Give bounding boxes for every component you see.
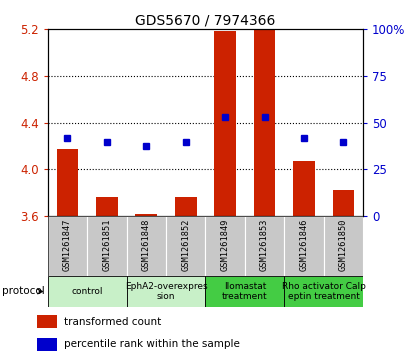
Bar — [293, 161, 315, 216]
Bar — [37, 338, 57, 351]
Text: GSM1261853: GSM1261853 — [260, 219, 269, 271]
Text: GSM1261846: GSM1261846 — [300, 219, 308, 271]
Bar — [254, 28, 276, 216]
Text: EphA2-overexpres
sion: EphA2-overexpres sion — [124, 282, 208, 301]
Bar — [48, 276, 127, 307]
Text: Rho activator Calp
eptin treatment: Rho activator Calp eptin treatment — [282, 282, 366, 301]
Text: GSM1261847: GSM1261847 — [63, 219, 72, 271]
Text: protocol: protocol — [2, 286, 45, 297]
Text: GSM1261852: GSM1261852 — [181, 219, 190, 271]
Text: transformed count: transformed count — [64, 317, 161, 327]
Text: GSM1261851: GSM1261851 — [103, 219, 111, 271]
Bar — [245, 216, 284, 276]
Title: GDS5670 / 7974366: GDS5670 / 7974366 — [135, 14, 276, 28]
Text: control: control — [71, 287, 103, 296]
Bar — [96, 197, 118, 216]
Text: Ilomastat
treatment: Ilomastat treatment — [222, 282, 268, 301]
Text: percentile rank within the sample: percentile rank within the sample — [64, 339, 240, 349]
Text: GSM1261850: GSM1261850 — [339, 219, 348, 271]
Text: GSM1261849: GSM1261849 — [221, 219, 229, 271]
Bar — [284, 276, 363, 307]
Bar — [205, 216, 245, 276]
Bar — [56, 150, 78, 216]
Bar — [205, 276, 284, 307]
Bar — [332, 190, 354, 216]
Bar — [324, 216, 363, 276]
Bar — [135, 214, 157, 216]
Bar — [166, 216, 205, 276]
Bar — [48, 216, 87, 276]
Bar — [284, 216, 324, 276]
Text: GSM1261848: GSM1261848 — [142, 219, 151, 271]
Bar — [87, 216, 127, 276]
Bar — [37, 315, 57, 328]
Bar — [175, 197, 197, 216]
Bar — [127, 216, 166, 276]
Bar — [214, 31, 236, 216]
Bar — [127, 276, 205, 307]
